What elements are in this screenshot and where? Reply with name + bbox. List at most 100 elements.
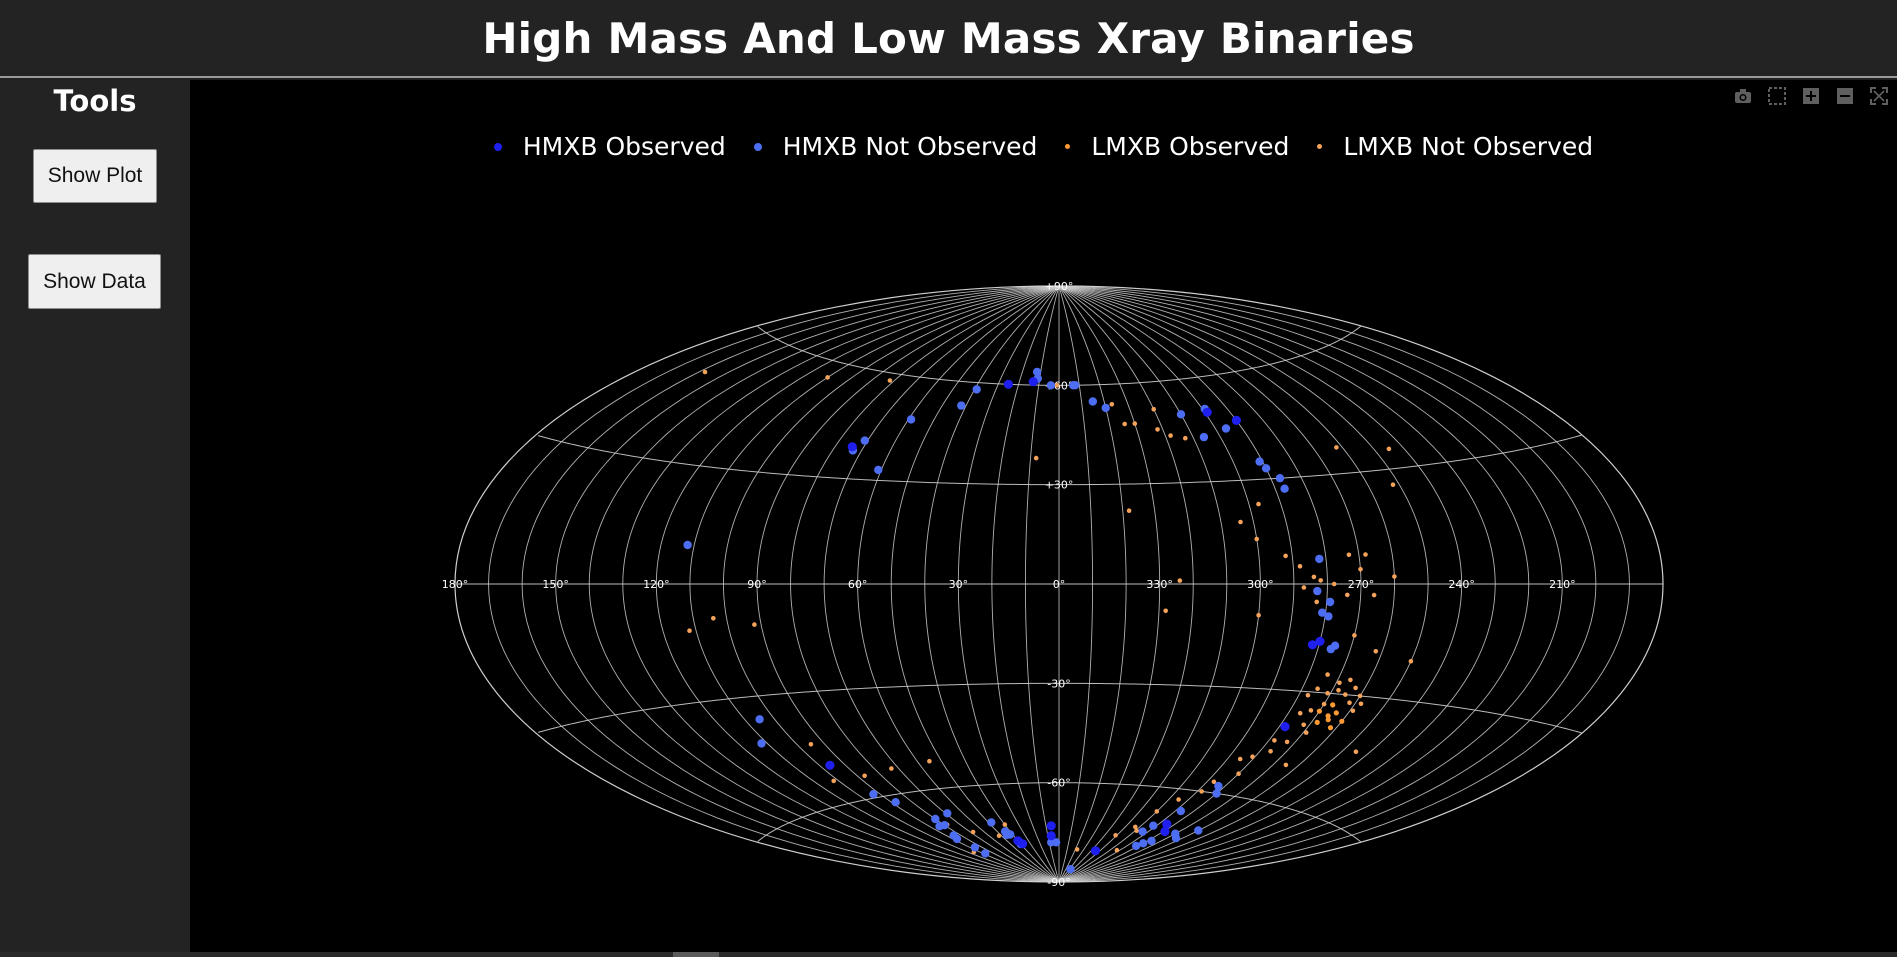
hmxb-not-observed-point [1051,838,1061,847]
lmxb-observed-point [1339,718,1345,724]
lmxb-not-observed-point [1177,578,1183,583]
lmxb-not-observed-point [1113,833,1118,838]
lmxb-not-observed-point [1256,501,1261,507]
hmxb-not-observed-point [935,822,944,831]
parallel-line [538,434,1582,486]
lmxb-not-observed-point [862,773,867,779]
hmxb-not-observed-point [1313,586,1322,596]
hmxb-not-observed-point [1280,484,1289,493]
lmxb-observed-point [1330,702,1336,708]
lmxb-not-observed-point [1352,633,1357,638]
hmxb-not-observed-point [1275,474,1285,483]
lat-tick-label: -30° [1047,677,1070,690]
hmxb-not-observed-point [906,415,916,424]
hmxb-observed-point [1090,846,1101,856]
camera-icon[interactable] [1733,86,1753,106]
legend-marker-hmxb-observed [493,142,502,151]
lmxb-not-observed-point [1353,685,1358,691]
lmxb-not-observed-point [1254,536,1259,542]
lmxb-observed-point [1325,717,1331,723]
scrollbar-thumb[interactable] [673,952,719,957]
hmxb-not-observed-point [1325,597,1335,607]
lmxb-not-observed-point [1371,592,1377,598]
lmxb-not-observed-point [1357,693,1363,699]
lmxb-not-observed-point [1314,599,1319,605]
lmxb-observed-point [1325,713,1331,719]
lmxb-not-observed-point [1238,519,1243,525]
zoom-in-icon[interactable] [1801,86,1821,106]
aitoff-projection-map[interactable]: 180° 150° 120° 90° 60° 30° 0° 330° 300° 270° 240° 2… [190,80,1897,952]
lon-tick-label: 120° [643,578,670,591]
lmxb-not-observed-point [1311,574,1317,580]
zoom-out-icon[interactable] [1835,86,1855,106]
hmxb-not-observed-point [1214,781,1223,791]
lmxb-not-observed-point [1268,749,1273,754]
lmxb-not-observed-point [1163,608,1168,614]
parallel-line [757,325,1362,386]
lmxb-not-observed-point [889,766,894,771]
lmxb-not-observed-point [1331,581,1337,587]
hmxb-not-observed-point [957,401,966,410]
legend-marker-hmxb-not-observed [753,142,762,151]
hmxb-not-observed-point [755,715,764,724]
hmxb-not-observed-point [1315,554,1324,564]
hmxb-not-observed-point [1171,829,1180,838]
lmxb-not-observed-point [1126,508,1132,513]
hmxb-observed-point [1028,377,1038,387]
show-data-button[interactable]: Show Data [28,254,161,309]
legend-item-lmxb-observed[interactable]: LMXB Observed [1065,132,1289,161]
lmxb-not-observed-point [1183,435,1188,441]
lmxb-not-observed-point [1353,749,1359,754]
hmxb-not-observed-point [1139,839,1148,848]
horizontal-scrollbar[interactable] [0,952,1897,957]
hmxb-not-observed-point [1088,397,1097,406]
legend-item-lmxb-not-observed[interactable]: LMXB Not Observed [1317,132,1593,161]
legend-marker-lmxb-observed [1065,144,1071,149]
lmxb-not-observed-point [887,378,893,383]
hmxb-observed-point [825,760,835,770]
legend-label: LMXB Not Observed [1343,132,1594,161]
legend-label: HMXB Not Observed [782,132,1038,161]
hmxb-not-observed-point [1194,826,1203,835]
lmxb-not-observed-point [1033,455,1039,461]
hmxb-not-observed-point [987,818,996,827]
lon-tick-label: 60° [848,578,868,591]
lmxb-not-observed-point [1134,828,1139,833]
lon-tick-label: 330° [1146,578,1173,591]
parallel-line [538,682,1582,734]
plot-modebar [1733,86,1889,106]
lmxb-not-observed-point [1336,688,1341,693]
hmxb-not-observed-point [869,790,878,799]
lmxb-not-observed-point [1358,701,1364,707]
lmxb-not-observed-point [1133,824,1138,830]
hmxb-observed-point [1046,821,1056,831]
chart-legend: HMXB Observed HMXB Not Observed LMXB Obs… [190,132,1897,161]
legend-marker-lmxb-not-observed [1317,144,1323,149]
hmxb-not-observed-point [943,809,952,818]
lmxb-not-observed-point [1305,693,1311,698]
lmxb-not-observed-point [1284,739,1290,745]
lon-tick-label: 30° [949,578,969,591]
lmxb-not-observed-point [1325,672,1330,677]
legend-item-hmxb-observed[interactable]: HMXB Observed [493,132,726,161]
lmxb-not-observed-point [1347,700,1352,705]
box-select-icon[interactable] [1767,86,1787,106]
lat-tick-label: -90° [1047,876,1070,889]
lmxb-not-observed-point [1321,701,1327,707]
hmxb-not-observed-point [1199,432,1209,442]
hmxb-not-observed-point [931,814,940,824]
lmxb-not-observed-point [1315,686,1320,691]
lmxb-not-observed-point [752,622,757,627]
show-plot-button[interactable]: Show Plot [33,149,157,203]
header-bar: High Mass And Low Mass Xray Binaries [0,0,1897,78]
hmxb-not-observed-point [1032,367,1042,377]
hmxb-not-observed-point [970,843,980,852]
lmxb-not-observed-point [1256,612,1261,618]
lmxb-not-observed-point [1168,433,1173,438]
lmxb-not-observed-point [1390,482,1396,488]
lmxb-not-observed-point [1358,567,1363,572]
legend-item-hmxb-not-observed[interactable]: HMXB Not Observed [753,132,1038,161]
lmxb-not-observed-point [808,742,814,747]
autoscale-icon[interactable] [1869,86,1889,106]
plot-area[interactable]: 180° 150° 120° 90° 60° 30° 0° 330° 300° 270° 240° 2… [190,80,1897,952]
